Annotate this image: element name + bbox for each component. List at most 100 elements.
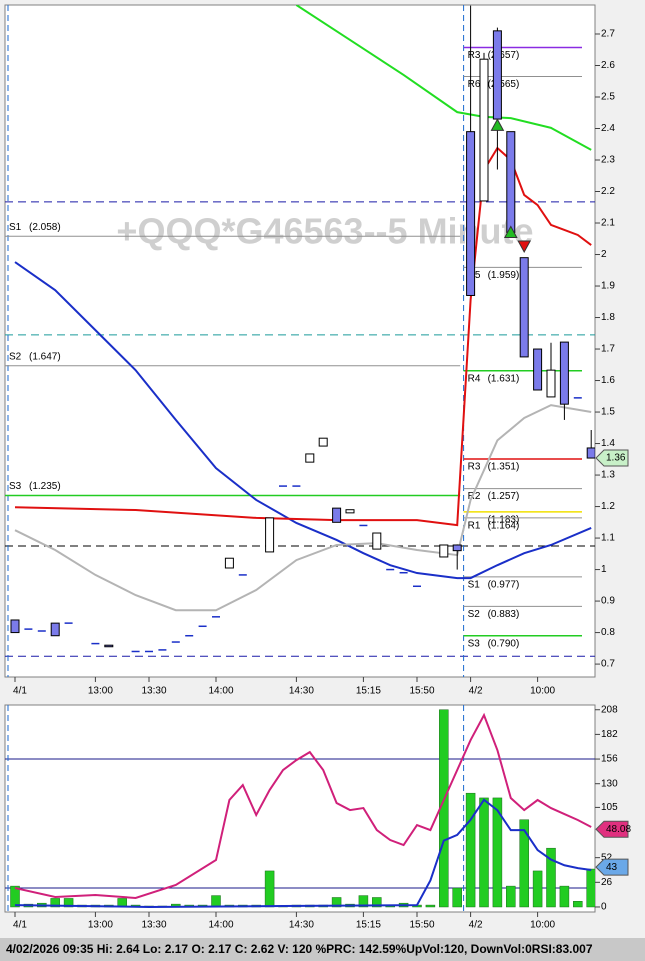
pivot-name: S1 xyxy=(468,579,481,590)
candle-body xyxy=(519,257,529,358)
y-tick-label: 26 xyxy=(601,877,613,888)
volume-bar xyxy=(10,885,20,908)
y-tick-label: 0.8 xyxy=(601,627,615,638)
x-tick-label: 14:30 xyxy=(289,920,314,931)
candle-body xyxy=(533,348,543,391)
x-tick-label: 14:00 xyxy=(208,686,233,697)
volume-bar xyxy=(532,870,543,908)
volume-bar xyxy=(573,901,583,908)
pivot-value: (2.565) xyxy=(488,79,520,90)
pivot-name: R3 xyxy=(468,50,481,61)
y-tick-label: 1.9 xyxy=(601,281,615,292)
candle-body xyxy=(479,58,489,202)
signal-marker xyxy=(517,240,532,254)
pivot-value: (1.183) xyxy=(488,515,520,526)
pivot-value: (1.257) xyxy=(488,491,520,502)
x-tick-label: 4/2 xyxy=(469,920,483,931)
candle-body xyxy=(305,453,315,463)
y-tick-label: 1.8 xyxy=(601,312,615,323)
volume-plot xyxy=(5,705,595,912)
axes: 0.7 0.8 0.9 1 1.1 1.2 1.3 1.4 1.5 1.6 1.7 1.8 1.9 2 2.… xyxy=(13,29,631,931)
volume-bar xyxy=(211,895,221,908)
x-tick-label: 13:30 xyxy=(141,920,166,931)
pivot-value: (0.790) xyxy=(488,638,520,649)
pivot-name: R6 xyxy=(468,79,481,90)
pivot-name: R3 xyxy=(468,462,481,473)
candle-body xyxy=(372,532,382,550)
indicator-line xyxy=(14,798,592,908)
volume-bar xyxy=(358,895,369,908)
y-tick-label: 1.5 xyxy=(601,407,615,418)
volume-bar xyxy=(559,885,570,908)
y-tick-label: 1.6 xyxy=(601,375,615,386)
x-tick-label: 15:15 xyxy=(356,686,381,697)
indicator-line xyxy=(14,712,592,899)
pivot-name: R4 xyxy=(468,373,481,384)
pivot-value: (1.164) xyxy=(488,521,520,532)
x-tick-label: 13:00 xyxy=(88,920,113,931)
volume-bar xyxy=(425,904,436,908)
pivot-name: R2 xyxy=(468,491,481,502)
candle-body xyxy=(466,131,476,296)
y-tick-label: 1.1 xyxy=(601,533,615,544)
price-tag xyxy=(595,858,629,876)
pivot-name: S2 xyxy=(468,609,481,620)
price-panel xyxy=(4,4,596,678)
chart: +QQQ*G46563--5 Minute S1 (2.058)S2 (1.647)… xyxy=(4,4,632,931)
y-tick-label: 0.7 xyxy=(601,659,615,670)
y-tick-label: 0 xyxy=(601,902,607,913)
y-tick-label: 1.3 xyxy=(601,470,615,481)
pivot-name: S2 xyxy=(9,351,22,362)
x-tick-label: 4/1 xyxy=(13,920,27,931)
pivot-value: (1.959) xyxy=(488,270,520,281)
candle-body xyxy=(345,509,355,514)
volume-bar xyxy=(506,885,516,908)
y-tick-label: 130 xyxy=(601,778,618,789)
x-tick-label: 13:30 xyxy=(141,686,166,697)
candle-body xyxy=(50,622,60,637)
signal-marker xyxy=(490,118,505,131)
candle-body xyxy=(439,544,449,558)
price-plot: S1 (2.058) S2 (1.647) S3 (1.235) R3 (2.657) R6 (2… xyxy=(5,5,595,677)
y-tick-label: 2.1 xyxy=(601,218,615,229)
signal-marker xyxy=(503,225,518,238)
candle-body xyxy=(492,30,502,120)
y-tick-label: 182 xyxy=(601,729,618,740)
volume-bar xyxy=(63,898,74,908)
candle-body xyxy=(318,437,328,447)
volume-bar xyxy=(546,847,556,908)
x-tick-label: 15:50 xyxy=(409,686,434,697)
y-tick-label: 1.4 xyxy=(601,438,615,449)
y-tick-label: 52 xyxy=(601,852,613,863)
volume-bar xyxy=(452,887,462,908)
candle-body xyxy=(559,341,569,405)
y-tick-label: 156 xyxy=(601,754,618,765)
y-tick-label: 208 xyxy=(601,704,618,715)
x-tick-label: 4/2 xyxy=(469,686,483,697)
candle-body xyxy=(332,507,342,523)
y-tick-label: 2 xyxy=(601,249,607,260)
x-tick-label: 14:30 xyxy=(289,686,314,697)
price-tag-label: 48.08 xyxy=(606,824,631,835)
pivot-name: S1 xyxy=(9,222,22,233)
candle-body xyxy=(546,369,556,398)
pivot-value: (2.657) xyxy=(488,50,520,61)
y-tick-label: 2.6 xyxy=(601,60,615,71)
pivot-name: S3 xyxy=(468,638,481,649)
volume-bar xyxy=(492,797,503,908)
price-tag-label: 43 xyxy=(606,862,618,873)
y-tick-label: 0.9 xyxy=(601,596,615,607)
x-tick-label: 13:00 xyxy=(88,686,113,697)
y-tick-label: 1 xyxy=(601,564,607,575)
status-bar: 4/02/2026 09:35 Hi: 2.64 Lo: 2.17 O: 2.1… xyxy=(0,938,645,961)
volume-bar xyxy=(465,792,476,908)
pivot-name: S3 xyxy=(9,481,22,492)
candle-body xyxy=(452,544,462,552)
pivot-value: (2.058) xyxy=(29,222,61,233)
price-tag-label: 1.36 xyxy=(606,453,626,464)
volume-bar xyxy=(519,819,529,908)
y-tick-label: 2.4 xyxy=(601,123,615,134)
volume-bar xyxy=(586,868,595,908)
indicator-line xyxy=(14,146,592,527)
